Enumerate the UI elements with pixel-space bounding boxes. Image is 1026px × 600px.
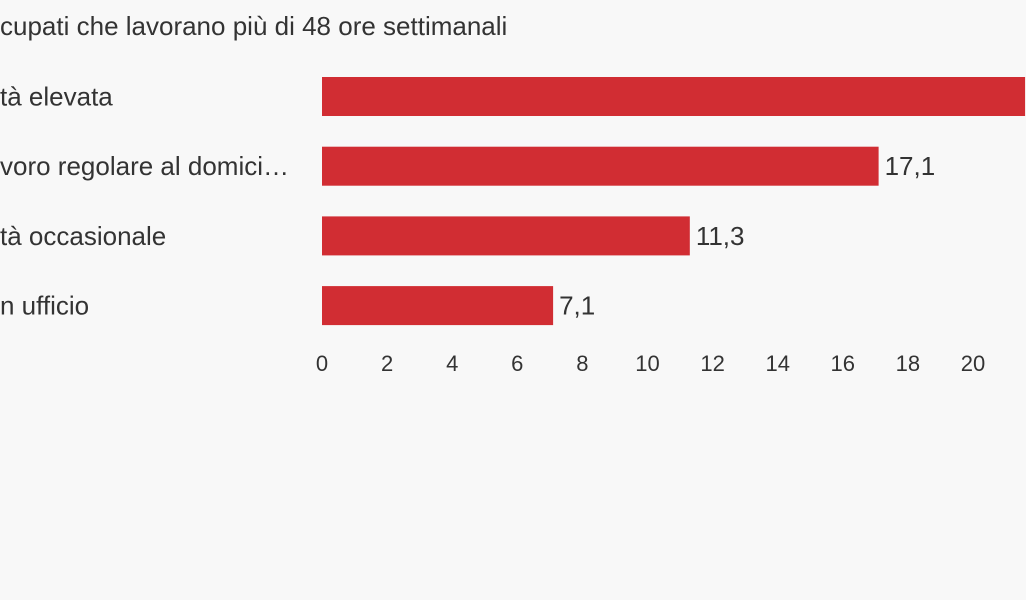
data-label: 11,3 bbox=[696, 221, 745, 251]
x-tick-label: 8 bbox=[576, 351, 588, 376]
x-tick-label: 4 bbox=[446, 351, 458, 376]
x-tick-label: 0 bbox=[316, 351, 328, 376]
x-tick-label: 2 bbox=[381, 351, 393, 376]
x-tick-label: 12 bbox=[700, 351, 724, 376]
x-tick-label: 20 bbox=[961, 351, 985, 376]
category-labels: tà elevata voro regolare al domici… tà occ… bbox=[0, 82, 289, 321]
data-label: 7,1 bbox=[559, 291, 595, 321]
x-tick-label: 10 bbox=[635, 351, 659, 376]
data-labels: 17,1 11,3 7,1 bbox=[559, 151, 935, 320]
x-axis-ticks: 0246810121416182022 bbox=[316, 351, 1026, 376]
category-label: tà elevata bbox=[0, 82, 113, 112]
x-tick-label: 16 bbox=[831, 351, 855, 376]
bar bbox=[322, 216, 690, 256]
category-label: voro regolare al domici… bbox=[0, 151, 289, 181]
x-tick-label: 18 bbox=[896, 351, 920, 376]
category-label: n ufficio bbox=[0, 291, 89, 321]
x-tick-label: 14 bbox=[765, 351, 789, 376]
bars bbox=[322, 77, 1026, 326]
bar bbox=[322, 286, 554, 326]
x-tick-label: 6 bbox=[511, 351, 523, 376]
bar bbox=[322, 77, 1026, 116]
category-label: tà occasionale bbox=[0, 221, 166, 251]
data-label: 17,1 bbox=[885, 151, 936, 181]
bar bbox=[322, 146, 879, 186]
chart-title: cupati che lavorano più di 48 ore settim… bbox=[0, 11, 507, 41]
